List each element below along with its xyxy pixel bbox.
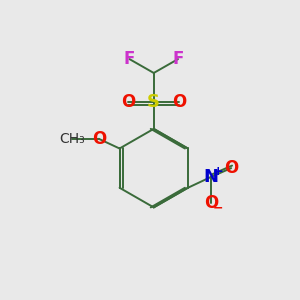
Text: O: O (172, 93, 186, 111)
Text: CH₃: CH₃ (60, 132, 85, 146)
Text: +: + (212, 165, 223, 178)
Text: −: − (213, 201, 223, 214)
Text: O: O (121, 93, 136, 111)
Text: S: S (147, 93, 160, 111)
Text: F: F (172, 50, 184, 68)
Text: F: F (124, 50, 135, 68)
Text: O: O (204, 194, 218, 212)
Text: O: O (224, 159, 238, 177)
Text: O: O (92, 130, 106, 148)
Text: N: N (203, 168, 218, 186)
